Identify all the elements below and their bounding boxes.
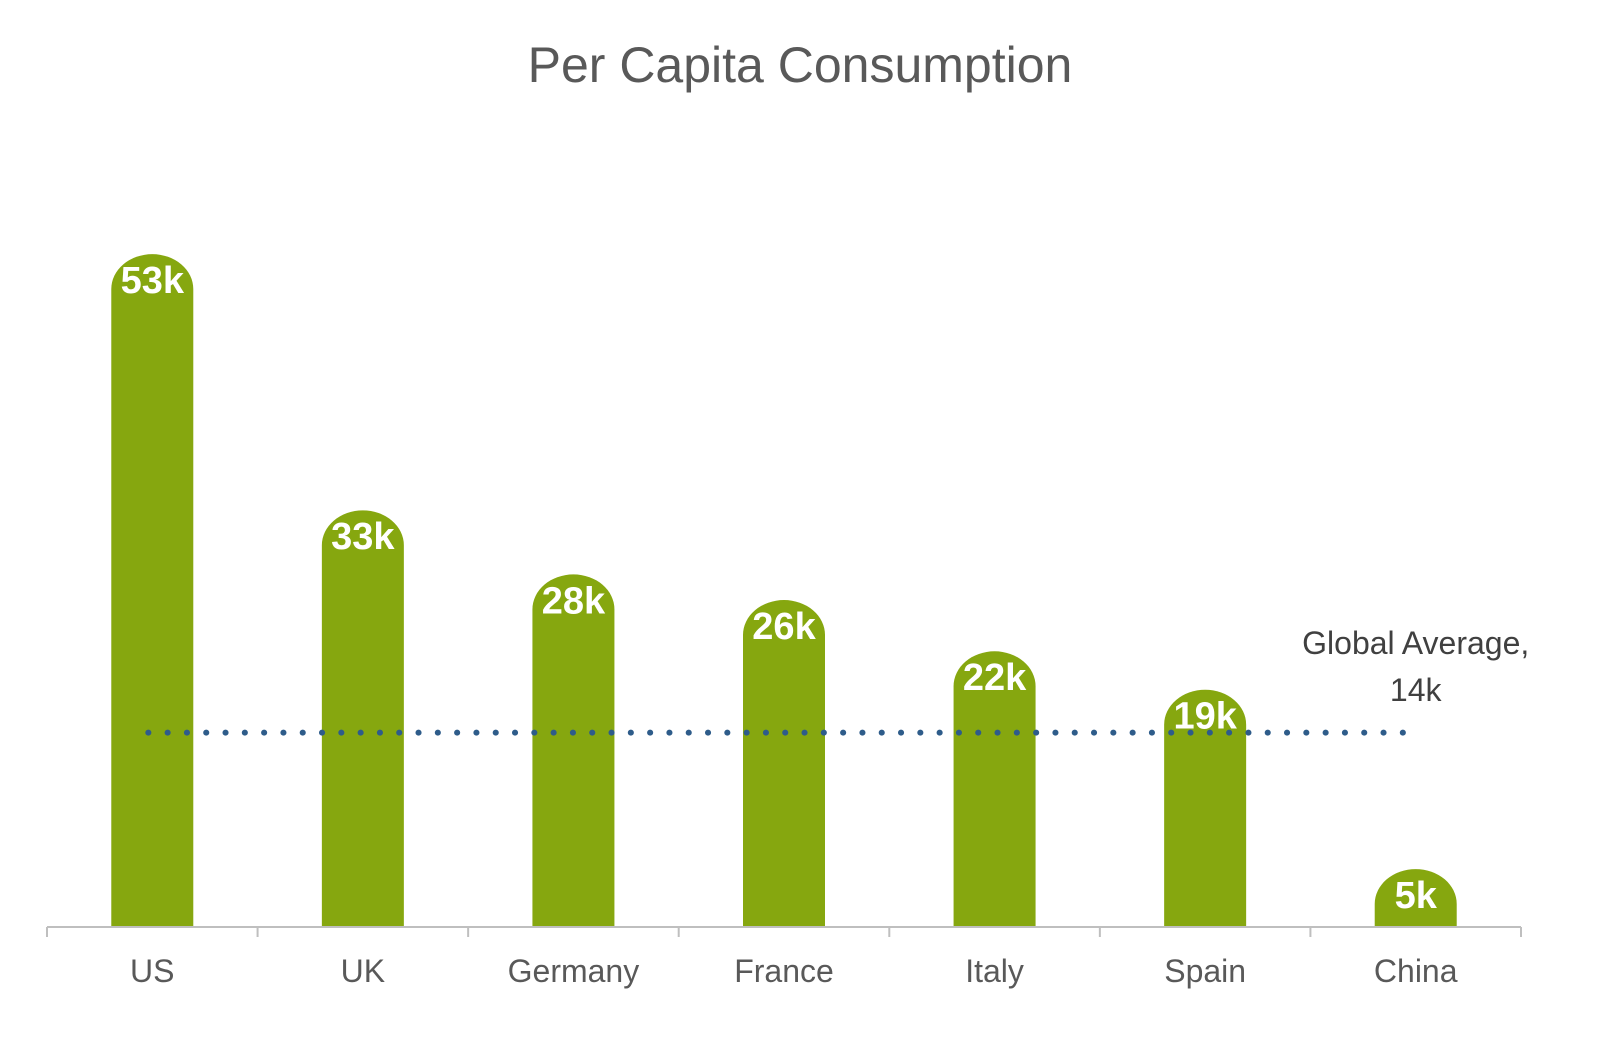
bar-china — [1374, 869, 1457, 927]
value-label: 26k — [752, 606, 816, 648]
category-label: China — [1374, 953, 1458, 989]
category-label: Italy — [965, 953, 1024, 989]
bars-layer — [111, 254, 1457, 927]
chart-title: Per Capita Consumption — [527, 37, 1073, 93]
value-label: 28k — [542, 580, 606, 622]
category-label: France — [734, 953, 834, 989]
bar-germany — [532, 574, 615, 927]
bar-italy — [953, 651, 1036, 927]
value-label: 5k — [1395, 875, 1438, 917]
value-label: 22k — [963, 657, 1027, 699]
value-label: 53k — [121, 260, 185, 302]
bar-uk — [321, 510, 404, 927]
category-label: Spain — [1164, 953, 1246, 989]
global-average-label-line2: 14k — [1390, 672, 1443, 708]
x-axis — [46, 926, 1522, 937]
category-label: US — [130, 953, 174, 989]
global-average-label-line1: Global Average, — [1302, 625, 1529, 661]
bar-us — [111, 254, 194, 927]
bar-spain — [1164, 689, 1247, 927]
category-label: Germany — [508, 953, 640, 989]
value-label: 33k — [331, 516, 395, 558]
category-label: UK — [341, 953, 385, 989]
bar-france — [742, 600, 825, 927]
value-label: 19k — [1173, 696, 1237, 738]
labels-layer: US UK Germany France Italy Spain China 53k 33k 28… — [121, 260, 1530, 989]
